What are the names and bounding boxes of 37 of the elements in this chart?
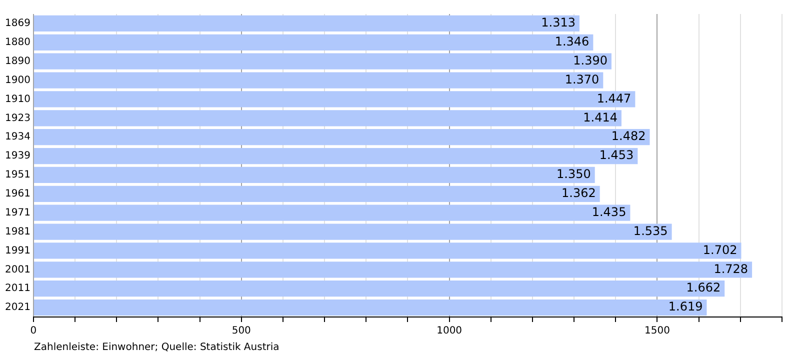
data-label: 1.370 (564, 72, 600, 86)
data-label: 1.313 (541, 16, 576, 30)
data-label: 1.728 (714, 262, 748, 276)
y-tick-label: 1961 (4, 188, 30, 200)
y-tick-label: 2021 (4, 302, 30, 314)
x-tick-label: 0 (30, 326, 37, 337)
data-label: 1.362 (561, 186, 596, 200)
data-label: 1.390 (573, 53, 608, 68)
x-tick-label: 1000 (436, 326, 462, 337)
y-tick-label: 1991 (4, 245, 30, 256)
y-tick-label: 1923 (4, 112, 30, 124)
y-tick-label: 2001 (4, 264, 30, 276)
y-tick-label: 1880 (4, 37, 30, 48)
data-label: 1.535 (633, 224, 668, 238)
x-tick-label: 500 (232, 326, 251, 337)
y-tick-label: 1939 (4, 150, 30, 162)
y-tick-label: 1951 (4, 170, 30, 181)
y-tick-label: 1971 (4, 207, 30, 218)
y-tick-label: 1981 (4, 226, 30, 238)
data-label: 1.482 (611, 129, 646, 144)
y-tick-label: 1890 (4, 56, 30, 67)
y-tick-label: 1934 (4, 132, 30, 143)
data-label: 1.350 (556, 167, 591, 182)
y-tick-label: 1910 (4, 94, 30, 105)
data-label: 1.702 (702, 242, 738, 257)
text: Zahlenleiste: Einwohner; Quelle: Statistik Austria (34, 342, 280, 353)
data-label: 1.414 (583, 110, 618, 124)
y-tick-label: 2011 (4, 283, 30, 294)
data-label: 1.619 (668, 300, 703, 314)
data-label: 1.447 (596, 91, 632, 106)
x-tick-label: 1500 (644, 326, 670, 337)
data-label: 1.435 (592, 204, 626, 219)
data-label: 1.346 (554, 34, 590, 49)
data-label: 1.662 (686, 280, 721, 295)
y-tick-label: 1869 (4, 18, 30, 30)
data-label: 1.453 (599, 148, 634, 162)
y-tick-label: 1900 (4, 74, 30, 86)
